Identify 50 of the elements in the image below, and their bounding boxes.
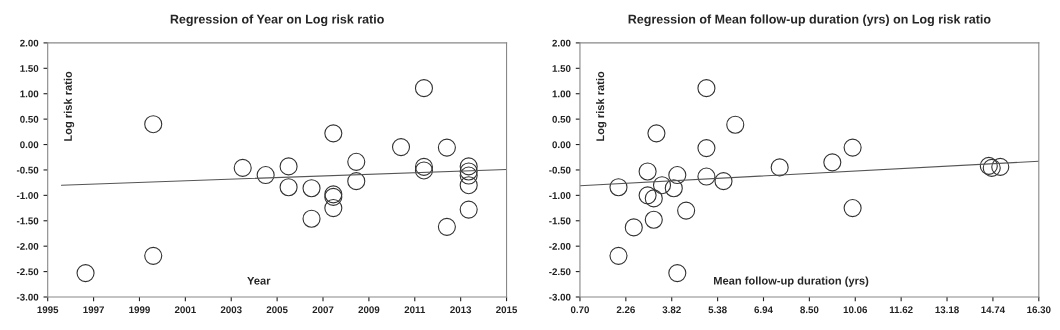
y-tick-label: -2.50	[16, 268, 39, 276]
y-tick-label: -1.50	[549, 217, 571, 225]
y-tick-label: 0.00	[552, 141, 571, 149]
x-axis-title: Year	[247, 276, 271, 285]
y-tick-label: 2.00	[552, 39, 571, 47]
x-tick-label: 3.82	[662, 306, 681, 314]
y-tick-label: 0.50	[552, 115, 571, 123]
y-tick-label: -1.00	[549, 192, 571, 199]
x-tick-label: 2001	[174, 306, 196, 314]
y-tick-label: 0.50	[20, 115, 39, 123]
x-tick-label: 14.74	[981, 306, 1006, 314]
x-tick-label: 2015	[496, 306, 518, 314]
x-tick-label: 13.18	[935, 306, 959, 314]
y-tick-label: -3.00	[16, 293, 39, 301]
x-tick-label: 1997	[83, 306, 104, 314]
x-tick-label: 16.30	[1027, 306, 1051, 314]
y-tick-label: -1.00	[16, 192, 39, 199]
x-tick-label: 2013	[450, 306, 472, 314]
x-tick-label: 2003	[220, 306, 242, 314]
chart-title: Regression of Year on Log risk ratio	[170, 14, 384, 27]
x-tick-label: 2.26	[616, 306, 635, 314]
y-tick-label: 2.00	[20, 39, 39, 47]
x-tick-label: 2009	[358, 306, 380, 314]
y-tick-label: -2.50	[549, 268, 571, 276]
y-tick-label: 1.00	[552, 90, 571, 98]
x-tick-label: 0.70	[570, 306, 590, 314]
x-tick-label: 8.50	[800, 306, 819, 314]
x-tick-label: 2005	[266, 306, 288, 314]
x-tick-label: 1999	[129, 306, 150, 314]
y-tick-label: -1.50	[16, 217, 39, 225]
x-tick-label: 5.38	[708, 306, 727, 314]
chart-title: Regression of Mean follow-up duration (yrs) on Log risk ratio	[628, 14, 991, 27]
x-tick-label: 10.06	[843, 306, 868, 314]
y-tick-label: -0.50	[16, 166, 39, 174]
x-tick-label: 1995	[37, 306, 59, 314]
x-axis-title: Mean follow-up duration (yrs)	[714, 276, 869, 287]
x-tick-label: 2011	[404, 306, 426, 314]
x-tick-label: 11.62	[889, 306, 913, 314]
y-tick-label: 1.50	[552, 65, 571, 72]
y-tick-label: -2.00	[16, 242, 39, 250]
y-tick-label: 0.00	[20, 141, 39, 149]
y-tick-label: -0.50	[549, 166, 571, 174]
y-axis-title: Log risk ratio	[63, 71, 75, 141]
x-tick-label: 2007	[312, 306, 334, 314]
y-tick-label: 1.00	[20, 90, 39, 98]
y-tick-label: -3.00	[549, 293, 571, 301]
y-axis-title: Log risk ratio	[596, 71, 607, 141]
y-tick-label: -2.00	[549, 242, 571, 250]
y-tick-label: 1.50	[20, 65, 39, 72]
x-tick-label: 6.94	[754, 306, 773, 314]
